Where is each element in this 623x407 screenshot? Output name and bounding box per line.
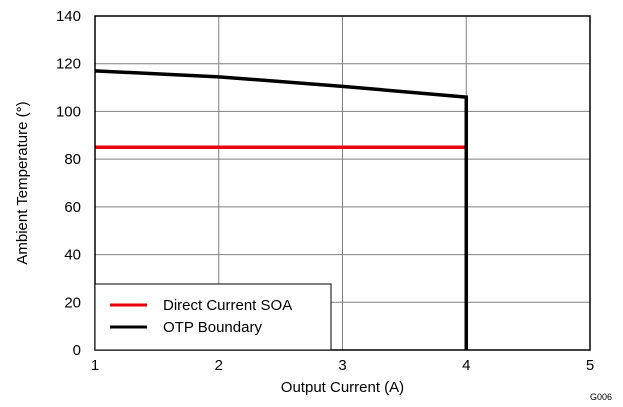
plot-frame	[94, 15, 591, 351]
legend: Direct Current SOA OTP Boundary	[94, 283, 332, 351]
y-tick-label: 60	[64, 199, 81, 216]
x-tick-label: 1	[91, 357, 99, 374]
legend-entry-direct-current-soa: Direct Current SOA	[163, 297, 292, 314]
figure-code: G006	[590, 392, 612, 402]
x-tick-label: 2	[215, 357, 223, 374]
y-tick-label: 40	[64, 247, 81, 264]
legend-entry-otp-boundary: OTP Boundary	[163, 319, 262, 336]
x-tick-labels: 1 2 3 4 5	[91, 357, 594, 374]
y-tick-label: 100	[56, 103, 81, 120]
y-axis-label: Ambient Temperature (°)	[14, 101, 31, 264]
x-tick-label: 4	[462, 357, 470, 374]
series-line-otp-boundary	[94, 69, 468, 350]
x-tick-label: 5	[586, 357, 594, 374]
grid	[94, 15, 591, 351]
x-tick-label: 3	[338, 357, 346, 374]
y-tick-labels: 0 20 40 60 80 100 120 140	[56, 8, 81, 359]
y-tick-label: 0	[73, 342, 81, 359]
x-axis-label: Output Current (A)	[281, 379, 404, 396]
y-tick-label: 140	[56, 8, 81, 25]
y-tick-label: 80	[64, 151, 81, 168]
y-tick-label: 20	[64, 294, 81, 311]
y-tick-label: 120	[56, 56, 81, 73]
series-layer	[94, 69, 468, 350]
legend-box	[94, 283, 332, 351]
